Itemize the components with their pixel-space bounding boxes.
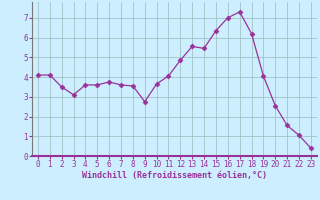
X-axis label: Windchill (Refroidissement éolien,°C): Windchill (Refroidissement éolien,°C) [82,171,267,180]
